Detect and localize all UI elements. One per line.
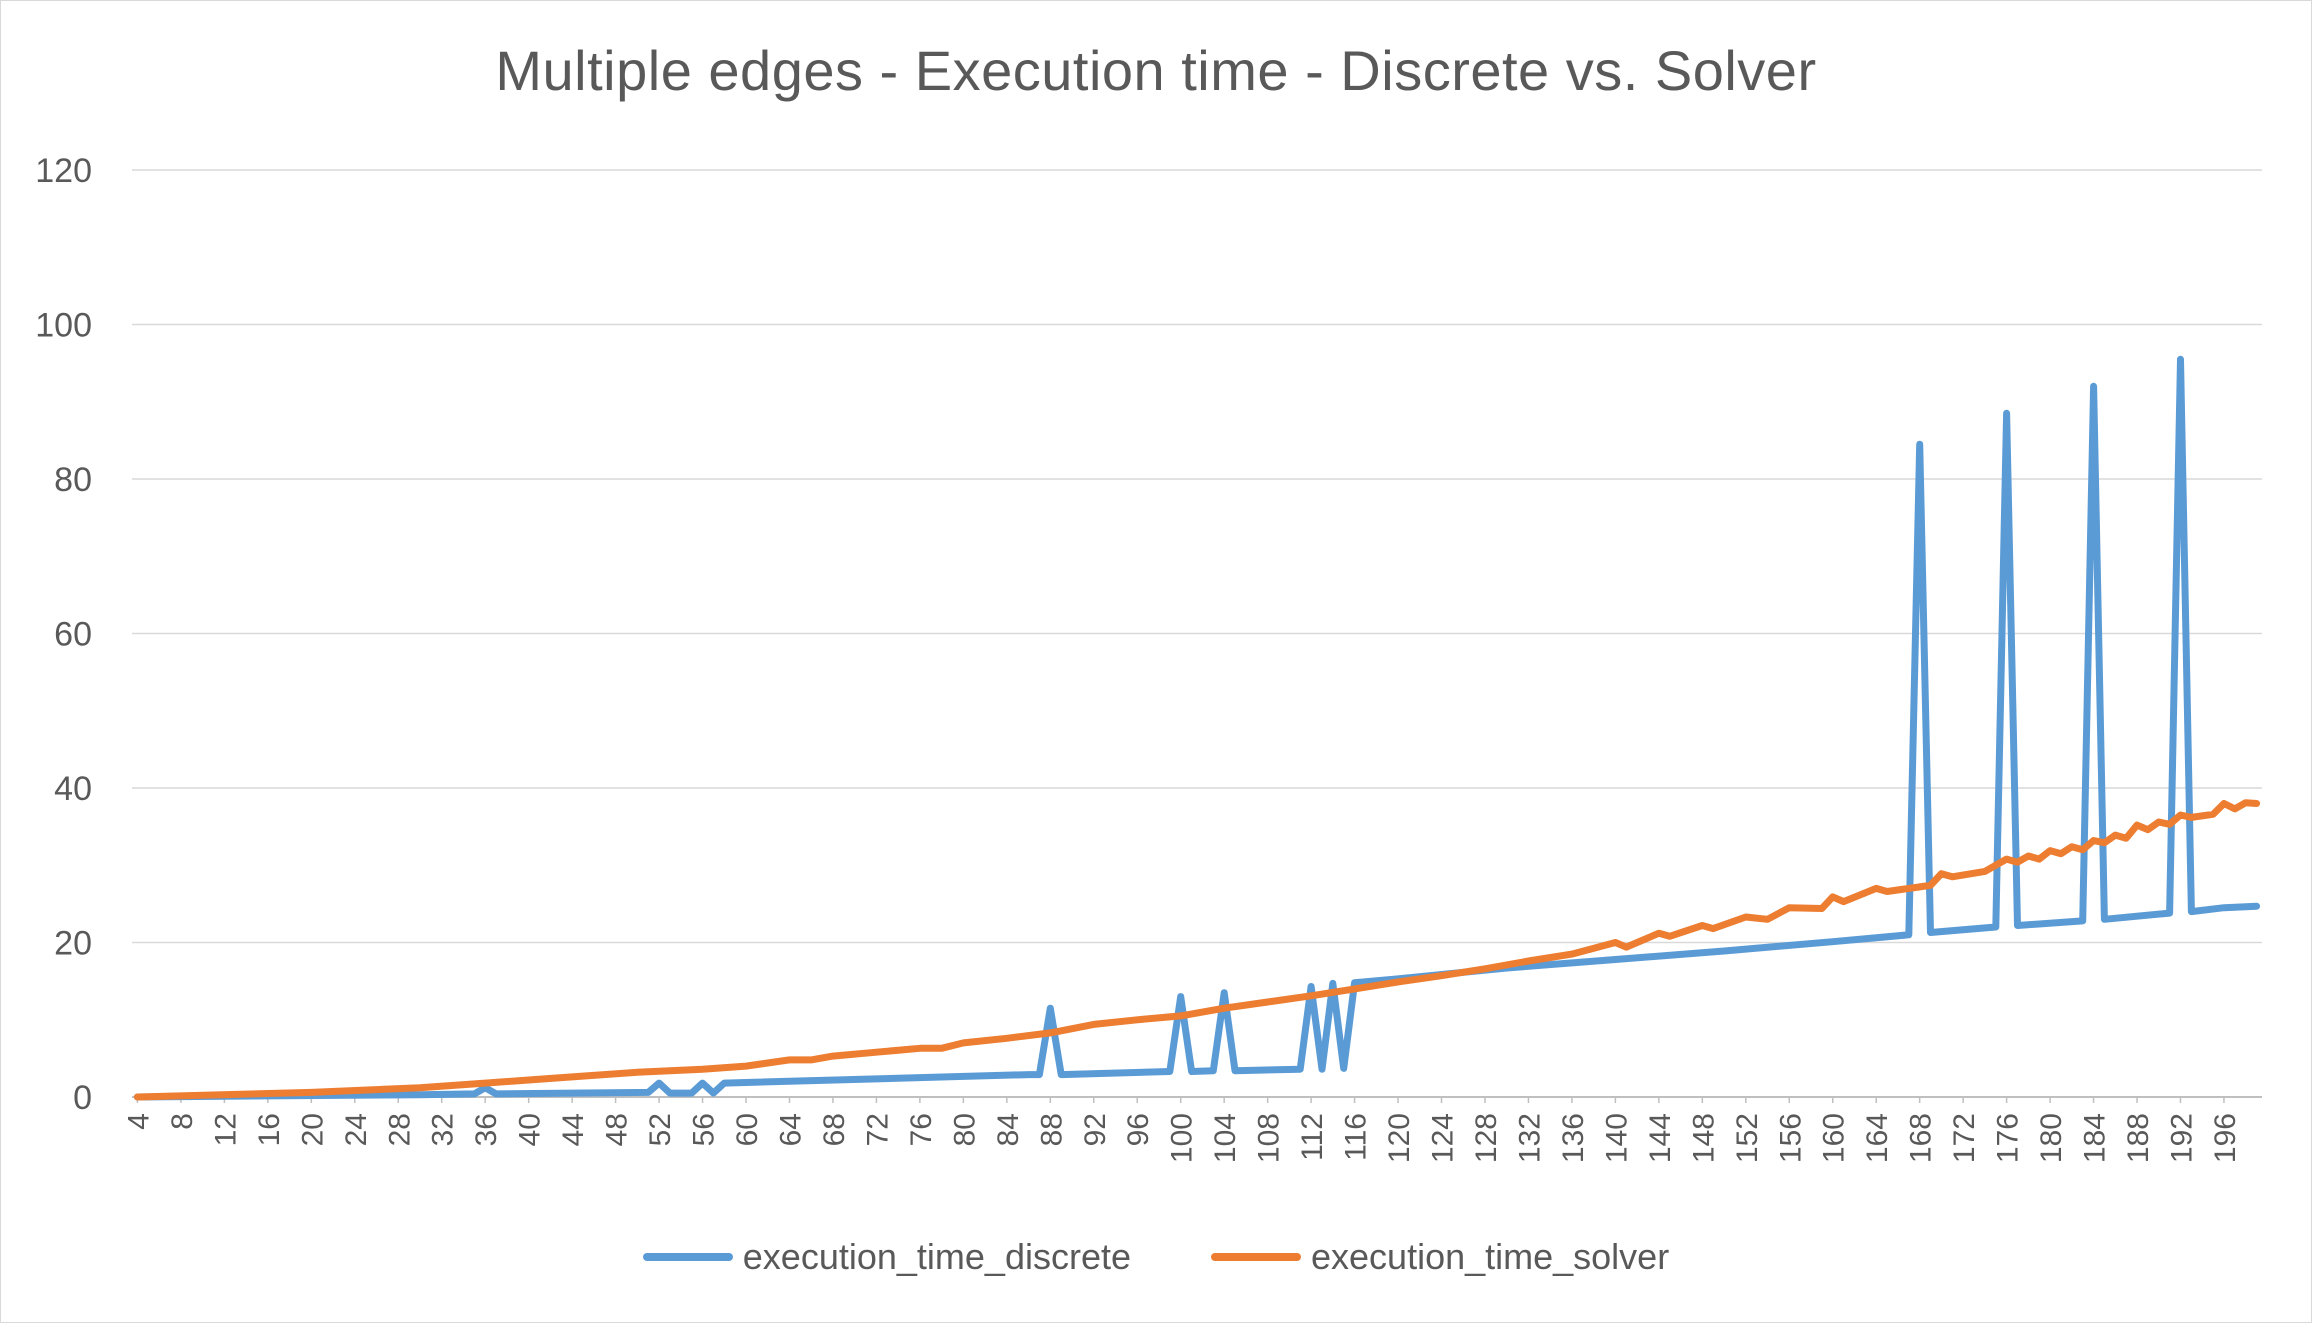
y-tick-label: 20 (54, 925, 92, 963)
legend-item-solver: execution_time_solver (1211, 1236, 1669, 1278)
y-axis-tick-labels: 0 20 40 60 80 100 120 (35, 152, 92, 1117)
x-tick-label: 92 (1079, 1113, 1112, 1146)
x-tick-label: 172 (1948, 1113, 1981, 1163)
x-tick-label: 64 (774, 1113, 807, 1146)
legend-label-solver: execution_time_solver (1311, 1236, 1670, 1277)
x-tick-label: 76 (905, 1113, 938, 1146)
x-tick-label: 88 (1035, 1113, 1068, 1146)
x-tick-label: 196 (2209, 1113, 2242, 1163)
legend-swatch-discrete (642, 1253, 733, 1261)
y-tick-label: 80 (54, 461, 92, 499)
x-tick-label: 104 (1209, 1113, 1242, 1163)
x-tick-label: 160 (1818, 1113, 1851, 1163)
x-tick-label: 44 (557, 1113, 590, 1146)
x-tick-label: 112 (1296, 1113, 1329, 1161)
x-tick-label: 32 (427, 1113, 460, 1146)
x-tick-label: 168 (1905, 1113, 1938, 1163)
x-tick-label: 40 (514, 1113, 547, 1146)
x-axis-tick-labels: 4 8 12 16 20 24 28 32 36 40 44 48 52 56 60 64 68 72 76 80 84… (122, 1097, 2242, 1163)
x-tick-label: 84 (992, 1113, 1025, 1146)
x-tick-label: 124 (1427, 1113, 1460, 1163)
x-tick-label: 164 (1861, 1113, 1894, 1163)
x-tick-label: 8 (166, 1113, 199, 1130)
x-tick-label: 180 (2035, 1113, 2068, 1163)
gridlines (132, 169, 2262, 1098)
y-tick-label: 60 (54, 616, 92, 654)
x-tick-label: 72 (861, 1113, 894, 1146)
x-tick-label: 60 (731, 1113, 764, 1146)
x-tick-label: 12 (209, 1113, 242, 1146)
series-lines (133, 355, 2261, 1101)
x-tick-label: 36 (470, 1113, 503, 1146)
x-tick-label: 28 (383, 1113, 416, 1146)
x-tick-label: 52 (644, 1113, 677, 1146)
legend: execution_time_discrete execution_time_s… (0, 1232, 2312, 1282)
x-tick-label: 148 (1687, 1113, 1720, 1163)
x-tick-label: 24 (340, 1113, 373, 1146)
x-tick-label: 120 (1383, 1113, 1416, 1163)
x-tick-label: 140 (1600, 1113, 1633, 1163)
x-tick-label: 100 (1166, 1113, 1199, 1163)
x-tick-label: 136 (1557, 1113, 1590, 1163)
chart-title: Multiple edges - Execution time - Discre… (495, 39, 1817, 102)
x-tick-label: 48 (601, 1113, 634, 1146)
x-tick-label: 192 (2165, 1113, 2198, 1163)
legend-label-discrete: execution_time_discrete (742, 1236, 1131, 1277)
x-tick-label: 176 (1992, 1113, 2025, 1163)
legend-swatch-solver (1211, 1253, 1301, 1261)
y-tick-label: 100 (35, 307, 92, 345)
x-tick-label: 20 (296, 1113, 329, 1146)
legend-item-discrete: execution_time_discrete (642, 1236, 1131, 1278)
series-line-execution_time_discrete (133, 355, 2261, 1101)
x-tick-label: 132 (1513, 1113, 1546, 1163)
x-tick-label: 184 (2079, 1113, 2112, 1163)
x-tick-label: 80 (948, 1113, 981, 1146)
y-tick-label: 0 (73, 1079, 92, 1117)
x-tick-label: 4 (122, 1113, 155, 1130)
x-tick-label: 144 (1644, 1113, 1677, 1163)
y-tick-label: 120 (35, 152, 92, 190)
series-line-execution_time_solver (133, 799, 2261, 1101)
x-tick-label: 56 (688, 1113, 721, 1146)
x-tick-label: 96 (1122, 1113, 1155, 1146)
x-tick-label: 128 (1470, 1113, 1503, 1163)
x-tick-label: 68 (818, 1113, 851, 1146)
x-tick-label: 152 (1731, 1113, 1764, 1163)
x-tick-label: 16 (253, 1113, 286, 1146)
x-tick-label: 188 (2122, 1113, 2155, 1163)
y-tick-label: 40 (54, 770, 92, 808)
x-tick-label: 116 (1340, 1113, 1373, 1161)
x-tick-label: 108 (1253, 1113, 1286, 1163)
x-tick-label: 156 (1774, 1113, 1807, 1163)
